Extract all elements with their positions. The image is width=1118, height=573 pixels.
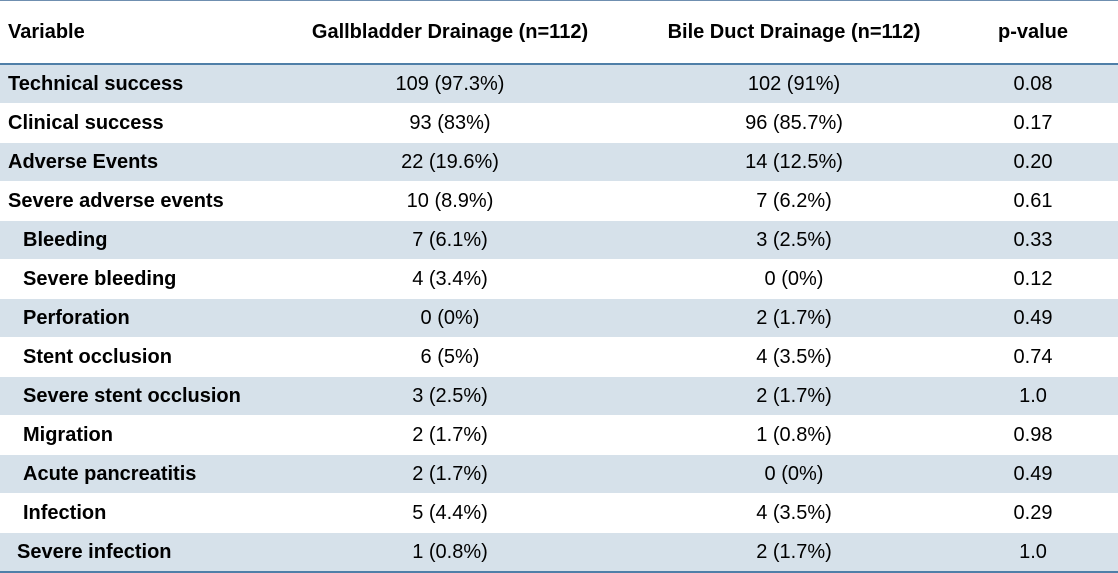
- p-value: 0.49: [1013, 462, 1053, 485]
- bile-duct-value: 102 (91%): [747, 72, 841, 95]
- row-label: Severe stent occlusion: [23, 384, 241, 407]
- bile-duct-value: 2 (1.7%): [756, 306, 832, 329]
- table-row: Infection 5 (4.4%) 4 (3.5%) 0.29: [0, 494, 1118, 533]
- gallbladder-value: 1 (0.8%): [412, 540, 488, 563]
- table-row: Perforation 0 (0%) 2 (1.7%) 0.49: [0, 298, 1118, 338]
- bile-duct-value: 0 (0%): [764, 462, 824, 485]
- p-value: 0.29: [1013, 501, 1053, 524]
- bile-duct-value: 2 (1.7%): [756, 540, 832, 563]
- p-value: 0.49: [1013, 306, 1053, 329]
- header-variable: Variable: [0, 0, 260, 65]
- bile-duct-value: 4 (3.5%): [756, 501, 832, 524]
- row-label: Clinical success: [8, 111, 164, 134]
- gallbladder-value: 22 (19.6%): [401, 150, 499, 173]
- table-body: Technical success 109 (97.3%) 102 (91%) …: [0, 64, 1118, 572]
- gallbladder-value: 0 (0%): [420, 306, 480, 329]
- header-p-value: p-value: [948, 0, 1118, 65]
- table-row: Severe stent occlusion 3 (2.5%) 2 (1.7%)…: [0, 376, 1118, 416]
- bile-duct-value: 14 (12.5%): [745, 150, 843, 173]
- header-bile-duct-drainage: Bile Duct Drainage (n=112): [640, 0, 948, 65]
- gallbladder-value: 7 (6.1%): [412, 228, 488, 251]
- gallbladder-value: 3 (2.5%): [412, 384, 488, 407]
- row-label: Bleeding: [23, 228, 108, 251]
- p-value: 0.08: [1013, 72, 1053, 95]
- table-row: Severe bleeding 4 (3.4%) 0 (0%) 0.12: [0, 260, 1118, 299]
- gallbladder-value: 5 (4.4%): [412, 501, 488, 524]
- row-label: Severe adverse events: [8, 189, 224, 212]
- bile-duct-value: 0 (0%): [764, 267, 824, 290]
- p-value: 0.98: [1013, 423, 1053, 446]
- table-row: Adverse Events 22 (19.6%) 14 (12.5%) 0.2…: [0, 142, 1118, 182]
- row-label: Infection: [23, 501, 107, 524]
- row-label: Technical success: [8, 72, 184, 95]
- gallbladder-value: 109 (97.3%): [395, 72, 505, 95]
- row-label: Severe bleeding: [23, 267, 177, 290]
- bile-duct-value: 1 (0.8%): [756, 423, 832, 446]
- row-label: Migration: [23, 423, 113, 446]
- gallbladder-value: 2 (1.7%): [412, 423, 488, 446]
- p-value: 1.0: [1019, 540, 1047, 563]
- p-value: 0.17: [1013, 111, 1053, 134]
- table-row: Severe adverse events 10 (8.9%) 7 (6.2%)…: [0, 182, 1118, 221]
- gallbladder-value: 10 (8.9%): [406, 189, 494, 212]
- gallbladder-value: 2 (1.7%): [412, 462, 488, 485]
- p-value: 0.20: [1013, 150, 1053, 173]
- gallbladder-value: 4 (3.4%): [412, 267, 488, 290]
- row-label: Acute pancreatitis: [23, 462, 197, 485]
- bile-duct-value: 3 (2.5%): [756, 228, 832, 251]
- gallbladder-value: 6 (5%): [420, 345, 480, 368]
- row-label: Adverse Events: [8, 150, 159, 173]
- p-value: 0.74: [1013, 345, 1053, 368]
- p-value: 0.12: [1013, 267, 1053, 290]
- bile-duct-value: 7 (6.2%): [756, 189, 832, 212]
- header-row: Variable Gallbladder Drainage (n=112) Bi…: [0, 0, 1118, 65]
- table-row: Bleeding 7 (6.1%) 3 (2.5%) 0.33: [0, 220, 1118, 260]
- bile-duct-value: 4 (3.5%): [756, 345, 832, 368]
- header-gallbladder-drainage: Gallbladder Drainage (n=112): [260, 0, 640, 65]
- table-row: Severe infection 1 (0.8%) 2 (1.7%) 1.0: [0, 532, 1118, 572]
- row-label: Stent occlusion: [23, 345, 172, 368]
- row-label: Perforation: [23, 306, 130, 329]
- table-row: Clinical success 93 (83%) 96 (85.7%) 0.1…: [0, 104, 1118, 143]
- table-header: Variable Gallbladder Drainage (n=112) Bi…: [0, 0, 1118, 65]
- row-label: Severe infection: [17, 540, 172, 563]
- table-row: Acute pancreatitis 2 (1.7%) 0 (0%) 0.49: [0, 454, 1118, 494]
- table-row: Technical success 109 (97.3%) 102 (91%) …: [0, 64, 1118, 104]
- gallbladder-value: 93 (83%): [409, 111, 491, 134]
- table-row: Migration 2 (1.7%) 1 (0.8%) 0.98: [0, 416, 1118, 455]
- bile-duct-value: 96 (85.7%): [745, 111, 843, 134]
- bile-duct-value: 2 (1.7%): [756, 384, 832, 407]
- p-value: 0.61: [1013, 189, 1053, 212]
- p-value: 0.33: [1013, 228, 1053, 251]
- table-row: Stent occlusion 6 (5%) 4 (3.5%) 0.74: [0, 338, 1118, 377]
- p-value: 1.0: [1019, 384, 1047, 407]
